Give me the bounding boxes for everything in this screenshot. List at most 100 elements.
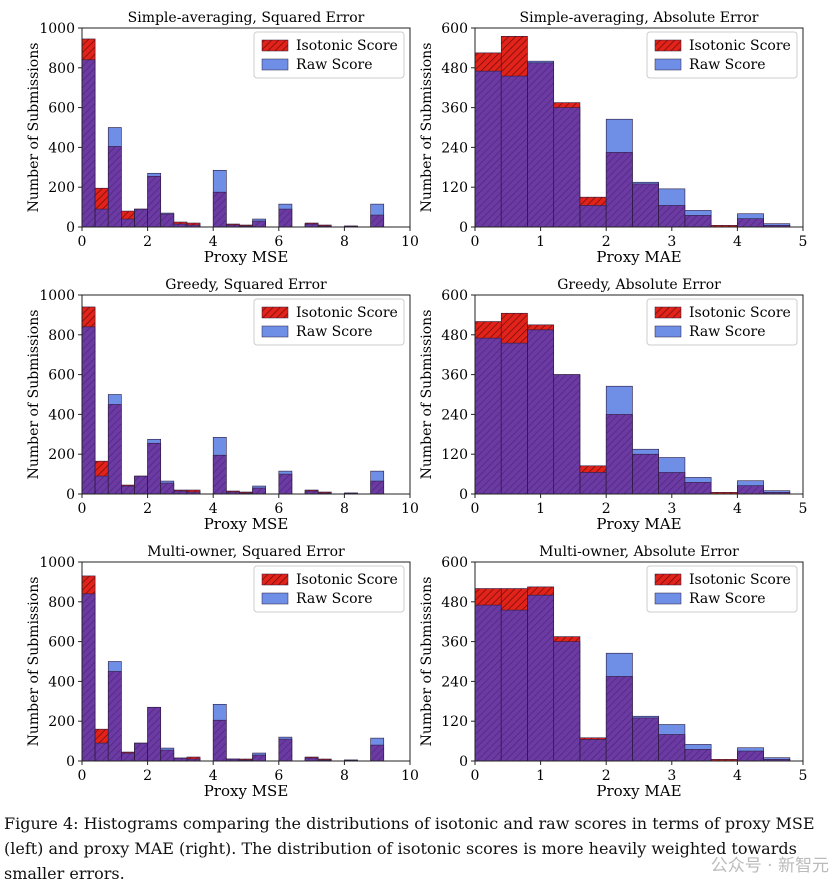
isotonic-bar <box>226 491 240 493</box>
y-tick-label: 1000 <box>39 288 75 304</box>
raw-bar <box>278 204 292 210</box>
y-tick-label: 600 <box>48 368 75 384</box>
y-tick-label: 0 <box>459 754 468 770</box>
chart-title: Greedy, Squared Error <box>165 277 327 293</box>
chart-title: Multi-owner, Squared Error <box>147 544 345 560</box>
overlap-bar <box>121 219 135 227</box>
overlap-bar <box>606 414 633 494</box>
legend-label-raw: Raw Score <box>689 324 765 340</box>
raw-bar <box>252 753 266 756</box>
raw-bar <box>278 737 292 740</box>
overlap-bar <box>553 107 580 227</box>
overlap-bar <box>147 707 161 761</box>
legend-label-isotonic: Isotonic Score <box>689 38 791 54</box>
isotonic-bar <box>579 197 607 206</box>
overlap-bar <box>186 759 201 761</box>
overlap-bar <box>278 474 292 494</box>
raw-bar <box>606 386 633 415</box>
legend-swatch-raw <box>654 58 682 71</box>
overlap-bar <box>763 492 790 494</box>
overlap-bar <box>305 758 319 761</box>
y-tick-label: 1000 <box>39 555 75 571</box>
chart-title: Simple-averaging, Absolute Error <box>520 10 759 26</box>
chart-title: Simple-averaging, Squared Error <box>128 10 365 26</box>
overlap-bar <box>553 374 580 494</box>
x-tick-label: 4 <box>733 234 742 250</box>
overlap-bar <box>501 610 528 761</box>
y-tick-label: 0 <box>459 220 468 236</box>
raw-bar <box>737 213 764 219</box>
x-tick-label: 2 <box>143 501 152 517</box>
histogram-panel-1: 0 2 4 6 8 10 0 200 400 600 800 1000 Simple-averaging… <box>26 10 419 266</box>
x-tick-label: 4 <box>209 768 218 784</box>
raw-bar <box>763 223 790 226</box>
overlap-bar <box>737 218 764 227</box>
x-tick-label: 2 <box>143 234 152 250</box>
raw-bar <box>213 437 227 456</box>
legend-label-raw: Raw Score <box>296 57 372 73</box>
overlap-bar <box>305 491 319 494</box>
isotonic-bar <box>186 223 201 226</box>
x-tick-label: 0 <box>78 768 87 784</box>
isotonic-bar <box>501 313 528 344</box>
legend-label-raw: Raw Score <box>296 324 372 340</box>
overlap-bar <box>658 734 685 761</box>
y-tick-label: 400 <box>48 140 75 156</box>
isotonic-bar <box>527 586 554 596</box>
raw-bar <box>658 724 685 735</box>
raw-bar <box>108 661 122 672</box>
y-tick-label: 0 <box>66 754 75 770</box>
overlap-bar <box>475 338 502 494</box>
x-tick-label: 4 <box>733 768 742 784</box>
chart-title: Multi-owner, Absolute Error <box>539 544 739 560</box>
overlap-bar <box>121 486 135 494</box>
raw-bar <box>370 738 384 746</box>
raw-bar <box>213 704 227 721</box>
overlap-bar <box>160 750 174 761</box>
x-tick-label: 8 <box>340 234 349 250</box>
overlap-bar <box>173 491 187 494</box>
x-tick-label: 4 <box>209 501 218 517</box>
legend-box <box>253 298 405 346</box>
overlap-bar <box>108 146 122 227</box>
axes-frame <box>81 27 411 228</box>
y-tick-label: 200 <box>48 447 75 463</box>
x-tick-label: 10 <box>401 501 419 517</box>
overlap-bar <box>632 183 659 227</box>
overlap-bar <box>370 481 384 494</box>
overlap-bar <box>226 759 240 761</box>
overlap-bar <box>606 152 633 227</box>
legend-box <box>253 31 405 79</box>
raw-bar <box>160 213 174 215</box>
overlap-bar <box>763 225 790 227</box>
overlap-bar <box>95 476 109 494</box>
overlap-bar <box>684 482 712 494</box>
isotonic-bar <box>186 490 201 493</box>
legend-box <box>253 565 405 613</box>
isotonic-bar <box>501 588 528 611</box>
overlap-bar <box>579 472 607 494</box>
isotonic-bar <box>121 211 135 220</box>
raw-bar <box>632 716 659 718</box>
figure: 0 2 4 6 8 1002004006008001000Simple-averaging… <box>26 10 808 800</box>
isotonic-bar <box>186 757 201 760</box>
x-tick-label: 5 <box>799 234 808 250</box>
isotonic-bar <box>711 492 738 494</box>
x-tick-label: 8 <box>340 501 349 517</box>
legend-swatch-isotonic <box>261 39 289 52</box>
isotonic-bar <box>305 757 319 759</box>
overlap-bar <box>82 593 96 761</box>
y-tick-label: 360 <box>441 101 468 117</box>
isotonic-bar <box>475 321 502 339</box>
x-tick-label: 3 <box>667 234 676 250</box>
x-tick-label: 2 <box>602 234 611 250</box>
overlap-bar <box>173 224 187 227</box>
raw-bar <box>606 653 633 677</box>
x-tick-label: 8 <box>340 768 349 784</box>
overlap-bar <box>278 209 292 227</box>
y-tick-label: 600 <box>48 101 75 117</box>
histogram-panel-4: 0 1 2 3 4 5 0 120 240 360 480 600 Greedy, Absolute E… <box>419 277 807 533</box>
overlap-bar <box>527 62 554 228</box>
overlap-bar <box>186 225 201 227</box>
isotonic-bar <box>579 737 607 740</box>
